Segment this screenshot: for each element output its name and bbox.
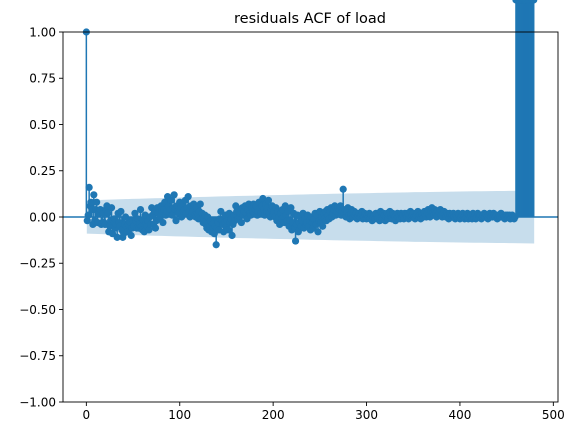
acf-point	[167, 196, 175, 204]
acf-point	[113, 233, 121, 241]
acf-point	[237, 218, 245, 227]
y-tick-label: −0.75	[19, 349, 56, 363]
y-tick-label: −0.25	[19, 257, 56, 271]
x-tick-label: 500	[542, 408, 565, 422]
acf-point	[287, 204, 295, 212]
y-axis: −1.00 −0.75 −0.50 −0.25 0.00 0.25 0.50 0.75 1.00	[19, 25, 63, 409]
acf-point	[294, 228, 302, 236]
acf-point	[159, 218, 167, 227]
acf-point	[168, 211, 176, 219]
x-tick-label: 100	[168, 408, 191, 422]
x-tick-label: 300	[355, 408, 378, 422]
acf-point	[151, 224, 160, 232]
acf-point	[156, 213, 164, 221]
acf-point	[87, 198, 95, 206]
acf-point	[264, 196, 273, 204]
x-tick-label: 200	[262, 408, 285, 422]
acf-point	[314, 228, 322, 236]
x-tick-label: 400	[448, 408, 471, 422]
acf-point	[196, 200, 204, 208]
y-tick-label: 0.25	[29, 164, 56, 178]
acf-point	[131, 209, 139, 217]
acf-point	[259, 194, 267, 203]
acf-point	[339, 185, 347, 193]
y-tick-label: 0.00	[29, 210, 56, 224]
y-tick-label: −0.50	[19, 303, 56, 317]
chart-title: residuals ACF of load	[234, 11, 386, 27]
marker-layer	[82, 0, 538, 249]
acf-point	[319, 222, 327, 230]
acf-point	[85, 183, 93, 191]
x-tick-label: 0	[83, 408, 91, 422]
acf-point	[134, 215, 142, 223]
y-tick-label: 0.75	[29, 72, 56, 86]
acf-point	[145, 226, 153, 234]
acf-point	[84, 211, 92, 219]
acf-point	[184, 193, 192, 201]
acf-point	[93, 198, 101, 206]
y-tick-label: 0.50	[29, 118, 56, 132]
acf-point	[117, 207, 125, 216]
acf-point	[530, 0, 538, 4]
acf-point	[511, 213, 519, 221]
acf-point	[106, 222, 114, 230]
acf-point	[83, 217, 91, 225]
y-tick-label: −1.00	[19, 395, 56, 409]
acf-point	[170, 191, 178, 199]
acf-point	[90, 191, 98, 199]
acf-point	[291, 237, 300, 245]
acf-point	[212, 241, 220, 249]
acf-point	[228, 231, 236, 240]
acf-point	[224, 226, 232, 234]
acf-point	[281, 202, 289, 210]
acf-point	[104, 209, 112, 217]
acf-point	[136, 206, 145, 214]
x-axis: 0 100 200 300 400 500	[83, 402, 565, 422]
acf-point	[127, 231, 135, 240]
y-tick-label: 1.00	[29, 25, 56, 39]
acf-point	[172, 217, 180, 225]
acf-point	[107, 204, 116, 212]
